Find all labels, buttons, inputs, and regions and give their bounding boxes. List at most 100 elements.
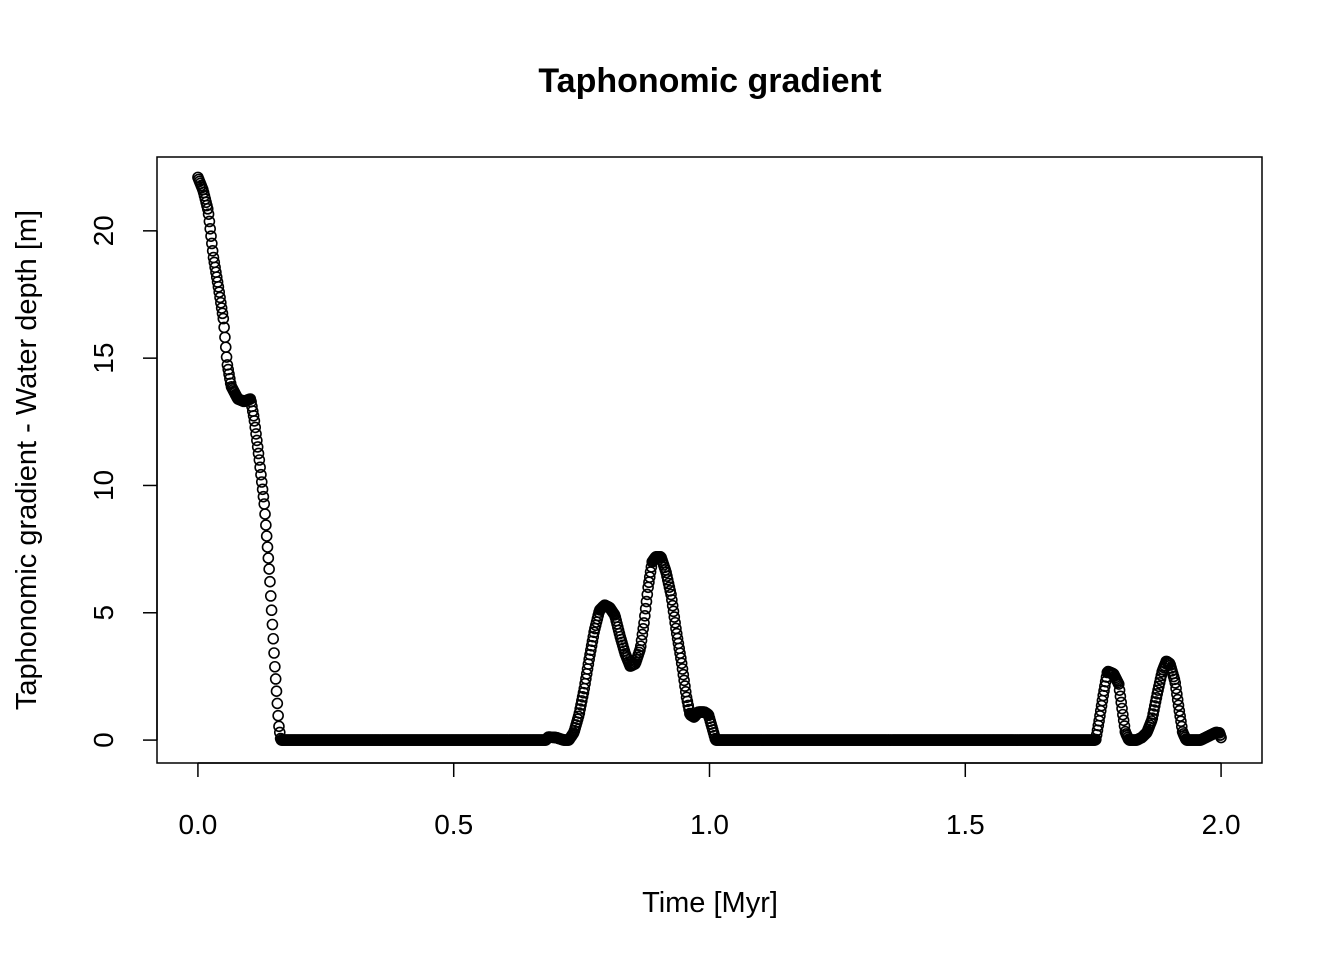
data-point xyxy=(1113,684,1126,696)
data-point xyxy=(270,685,283,698)
data-point xyxy=(214,291,226,304)
data-point xyxy=(638,617,650,629)
data-point xyxy=(667,605,680,618)
data-point xyxy=(635,634,648,647)
data-point xyxy=(250,428,262,440)
data-point xyxy=(264,590,277,602)
data-point xyxy=(201,203,214,215)
y-tick-label: 5 xyxy=(88,605,119,621)
x-tick-label: 2.0 xyxy=(1202,809,1241,840)
data-point xyxy=(587,630,600,643)
data-point xyxy=(268,647,280,659)
data-point xyxy=(640,595,653,608)
x-tick-label: 0.0 xyxy=(178,809,217,840)
data-point xyxy=(206,245,219,257)
y-tick-label: 20 xyxy=(88,215,119,246)
data-point xyxy=(666,594,678,606)
data-point xyxy=(204,223,216,235)
data-point xyxy=(1115,696,1128,709)
data-point xyxy=(216,307,229,320)
data-point xyxy=(258,498,271,510)
data-point xyxy=(271,697,284,710)
data-point xyxy=(1169,677,1182,689)
data-point xyxy=(1172,699,1185,712)
data-point xyxy=(1117,714,1130,727)
data-point xyxy=(265,604,278,617)
data-point xyxy=(219,331,231,344)
x-tick-label: 0.5 xyxy=(434,809,473,840)
data-point xyxy=(249,421,262,434)
data-point xyxy=(669,616,681,629)
data-points xyxy=(192,171,1227,746)
data-point xyxy=(255,468,267,481)
data-point xyxy=(269,673,282,685)
data-point xyxy=(219,341,232,353)
data-point xyxy=(202,208,215,220)
data-point xyxy=(1147,708,1159,720)
data-point xyxy=(215,302,228,314)
data-point xyxy=(264,575,276,588)
data-point xyxy=(260,519,272,531)
y-axis-label: Taphonomic gradient - Water depth [m] xyxy=(11,210,43,710)
data-point xyxy=(213,286,226,298)
data-point xyxy=(272,709,284,722)
chart-title: Taphonomic gradient xyxy=(538,62,881,100)
data-point xyxy=(665,588,677,601)
y-axis: 0 5 10 15 20 xyxy=(88,215,158,748)
data-point xyxy=(220,351,233,363)
data-point xyxy=(254,461,266,474)
data-point xyxy=(639,602,652,615)
data-point xyxy=(576,695,588,707)
data-point xyxy=(267,632,280,645)
data-point xyxy=(252,447,265,460)
data-point xyxy=(1170,682,1182,695)
y-tick-label: 15 xyxy=(88,343,119,374)
data-point xyxy=(205,230,217,242)
data-point xyxy=(680,691,693,704)
data-point xyxy=(215,296,227,309)
data-point xyxy=(212,281,225,293)
data-point xyxy=(1149,696,1162,708)
data-point xyxy=(637,622,650,635)
y-tick-label: 0 xyxy=(88,732,119,748)
data-point xyxy=(273,720,285,733)
data-point xyxy=(1150,692,1163,704)
data-point xyxy=(260,530,273,542)
data-point xyxy=(247,409,260,422)
data-point xyxy=(1112,678,1125,690)
data-point xyxy=(256,483,269,496)
data-point xyxy=(573,707,586,719)
x-tick-label: 1.0 xyxy=(690,809,729,840)
data-point xyxy=(1116,702,1128,715)
y-tick-label: 10 xyxy=(88,470,119,501)
data-point xyxy=(634,640,647,653)
data-point xyxy=(1171,693,1184,706)
data-point xyxy=(269,660,281,673)
data-point xyxy=(681,695,694,708)
data-point xyxy=(679,680,691,692)
data-point xyxy=(576,690,589,703)
data-point xyxy=(1171,688,1183,700)
data-point xyxy=(677,668,690,681)
data-point xyxy=(636,628,649,641)
data-point xyxy=(251,434,263,447)
data-point xyxy=(259,508,271,520)
data-point xyxy=(639,610,651,622)
data-point xyxy=(641,588,654,601)
plot-frame xyxy=(156,156,1263,764)
data-point xyxy=(575,699,587,711)
data-point xyxy=(678,674,690,687)
data-point xyxy=(251,441,264,453)
data-point xyxy=(666,599,679,612)
data-point xyxy=(248,415,261,427)
data-point xyxy=(1114,690,1127,703)
data-point xyxy=(1146,712,1159,724)
data-point xyxy=(668,611,681,623)
data-point xyxy=(675,657,688,670)
data-point xyxy=(203,215,216,228)
data-point xyxy=(1148,700,1161,712)
data-point xyxy=(217,312,230,325)
data-point xyxy=(676,663,689,675)
data-point xyxy=(257,490,270,503)
